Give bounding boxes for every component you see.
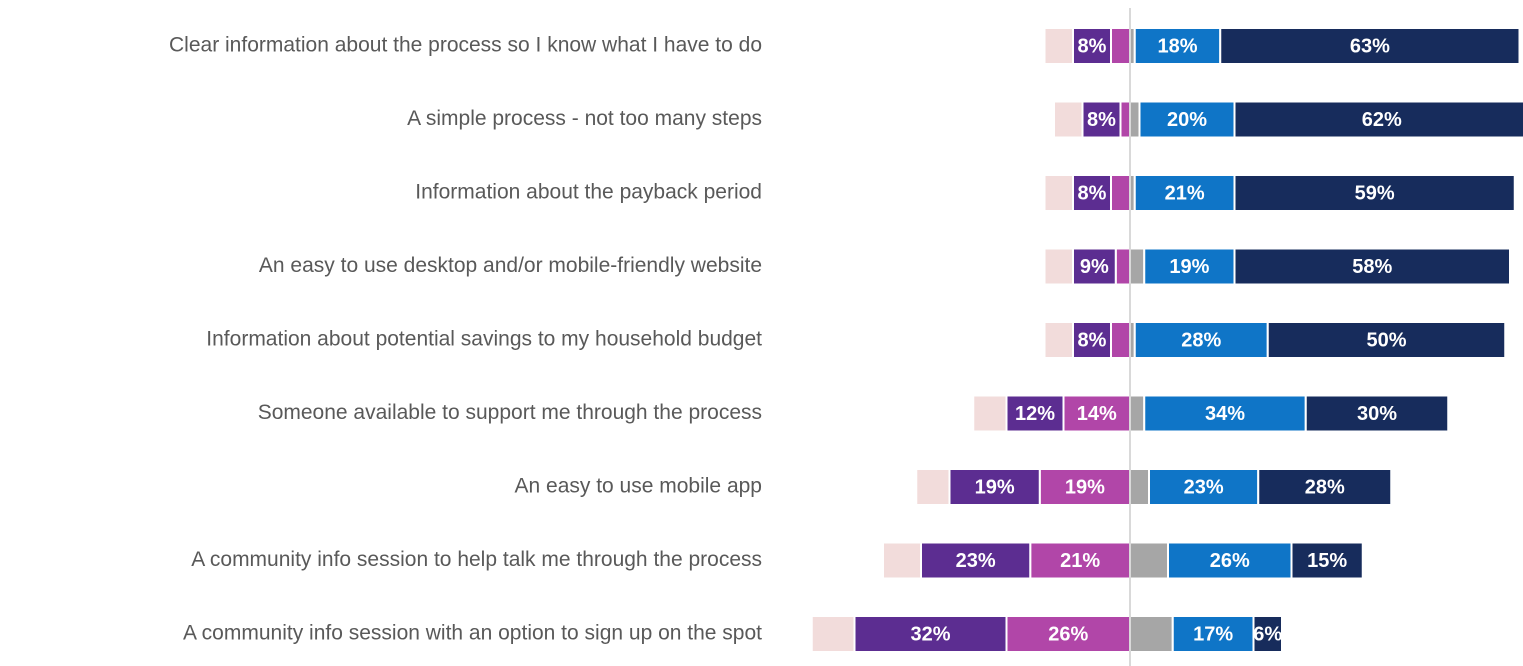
value-label: 62% — [1362, 109, 1402, 131]
category-label: An easy to use desktop and/or mobile-fri… — [259, 254, 762, 277]
value-label: 17% — [1193, 623, 1233, 645]
category-label: A community info session to help talk me… — [191, 548, 762, 571]
value-label: 8% — [1078, 329, 1107, 351]
bar-segment — [1304, 394, 1450, 433]
value-label: 63% — [1350, 35, 1390, 57]
value-label: 8% — [1078, 35, 1107, 57]
value-label: 18% — [1157, 35, 1197, 57]
category-label: An easy to use mobile app — [515, 475, 763, 498]
bar-segment — [1129, 468, 1150, 506]
value-label: 21% — [1165, 182, 1205, 204]
value-label: 15% — [1307, 550, 1347, 572]
bar-segment — [1029, 541, 1131, 580]
value-label: 58% — [1352, 256, 1392, 278]
bar-segment — [1110, 174, 1131, 212]
bar-segment — [1133, 27, 1222, 65]
bar-segment — [1290, 541, 1364, 580]
bar-segment — [1266, 321, 1507, 359]
bar-segment — [1043, 174, 1074, 212]
bar-segment — [1143, 394, 1307, 433]
category-label: Information about the payback period — [415, 181, 762, 204]
bar-segment — [1143, 247, 1236, 286]
bar-segment — [1110, 321, 1131, 359]
value-label: 23% — [1184, 476, 1224, 498]
value-label: 20% — [1167, 109, 1207, 131]
value-label: 19% — [975, 476, 1015, 498]
bar-segment — [1167, 541, 1293, 580]
bar-segment — [1257, 468, 1393, 506]
bar-segment — [1005, 615, 1131, 653]
value-label: 32% — [910, 623, 950, 645]
bar-segment — [1133, 174, 1236, 212]
category-label: A community info session with an option … — [183, 622, 762, 645]
category-label: A simple process - not too many steps — [407, 107, 762, 130]
value-label: 6% — [1253, 623, 1282, 645]
bar-segment — [948, 468, 1041, 506]
value-label: 9% — [1080, 256, 1109, 278]
bar-segment — [1053, 100, 1084, 139]
bar-segment — [1129, 394, 1146, 433]
bar-segment — [1233, 100, 1523, 139]
bar-segment — [1138, 100, 1236, 139]
bar-segment — [1043, 27, 1074, 65]
bar-segment — [810, 615, 856, 653]
value-label: 21% — [1060, 550, 1100, 572]
bar-segment — [1129, 541, 1169, 580]
value-label: 28% — [1305, 476, 1345, 498]
category-label: Clear information about the process so I… — [169, 34, 762, 57]
value-label: 59% — [1355, 182, 1395, 204]
value-label: 19% — [1065, 476, 1105, 498]
bar-segment — [1043, 247, 1074, 286]
bar-segment — [1133, 321, 1269, 359]
bar-segment — [1110, 27, 1131, 65]
bar-segment — [1219, 27, 1521, 65]
bar-segment — [915, 468, 951, 506]
value-label: 26% — [1210, 550, 1250, 572]
value-label: 26% — [1048, 623, 1088, 645]
bar-segment — [1043, 321, 1074, 359]
category-label: Someone available to support me through … — [258, 401, 762, 424]
value-label: 8% — [1078, 182, 1107, 204]
value-label: 19% — [1169, 256, 1209, 278]
bar-segment — [1081, 100, 1122, 139]
bar-segment — [1233, 174, 1516, 212]
bar-segment — [1233, 247, 1511, 286]
value-label: 28% — [1181, 329, 1221, 351]
value-label: 12% — [1015, 403, 1055, 425]
category-label: Information about potential savings to m… — [206, 328, 762, 351]
bar-segment — [1114, 247, 1131, 286]
bar-segment — [1129, 247, 1146, 286]
value-label: 30% — [1357, 403, 1397, 425]
bar-segment — [1129, 615, 1174, 653]
value-label: 23% — [956, 550, 996, 572]
value-label: 34% — [1205, 403, 1245, 425]
bar-segment — [972, 394, 1008, 433]
value-label: 14% — [1077, 403, 1117, 425]
bar-segment — [1252, 615, 1283, 653]
value-label: 8% — [1087, 109, 1116, 131]
bar-segment — [1129, 100, 1141, 139]
bar-segment — [1119, 100, 1131, 139]
value-label: 50% — [1366, 329, 1406, 351]
bar-segment — [882, 541, 922, 580]
